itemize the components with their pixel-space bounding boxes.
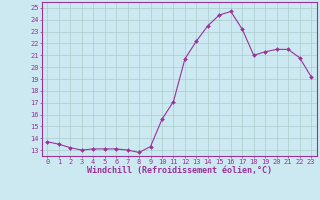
X-axis label: Windchill (Refroidissement éolien,°C): Windchill (Refroidissement éolien,°C) xyxy=(87,166,272,175)
